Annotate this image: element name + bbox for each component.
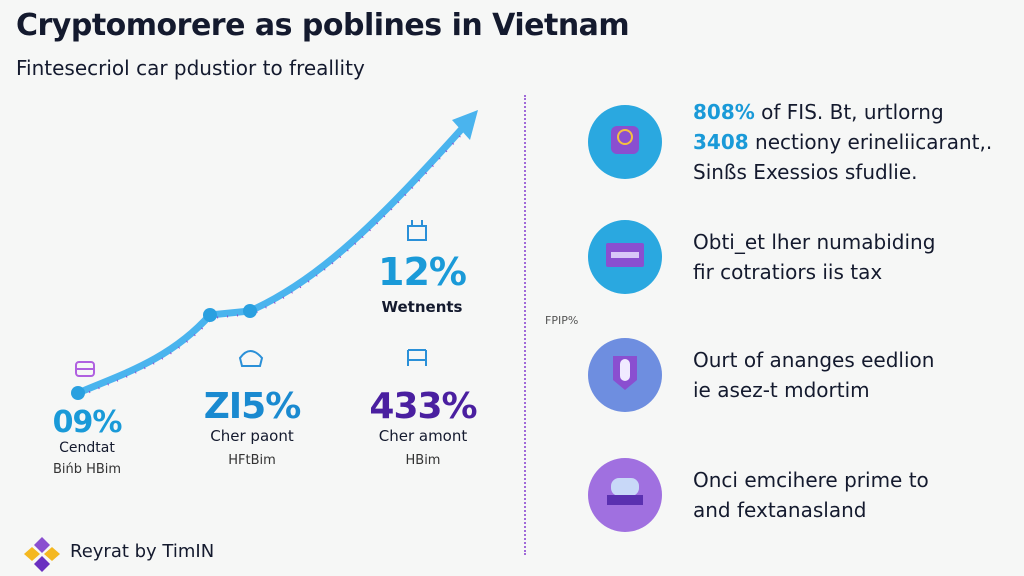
item-line: Ourt of ananges eedlion — [693, 345, 934, 375]
bed-icon — [407, 349, 427, 366]
item-line: 3408 nectiony erineliicarant,. — [693, 127, 992, 157]
item-line: Obti_et lher numabiding — [693, 227, 935, 257]
item-line: ie asez-t mdortim — [693, 375, 934, 405]
stat-2: 433% Cher amont HBim — [369, 386, 477, 468]
item-highlight: 3408 — [693, 130, 749, 154]
curve-point — [243, 304, 257, 318]
item-icon-circle — [588, 458, 662, 532]
arrow-head-icon — [452, 110, 478, 140]
item-line-text: ie asez-t mdortim — [693, 378, 870, 402]
stat-value: ZI5% — [203, 386, 302, 427]
stat-label: Wetnents — [381, 298, 463, 316]
item-line-text: Sinßs Exessios sfudlie. — [693, 160, 918, 184]
item-line: fir cotratiors iis tax — [693, 257, 935, 287]
item-line: Sinßs Exessios sfudlie. — [693, 157, 992, 187]
item-line-text: of FIS. Bt, urtlorng — [754, 100, 944, 124]
shield-icon — [610, 353, 640, 397]
card-icon — [605, 242, 645, 272]
brain-icon — [608, 123, 642, 161]
curve-point — [71, 386, 85, 400]
wallet-icon — [75, 361, 95, 377]
stat-label: Cher paont — [210, 427, 294, 445]
stat-label: Cher amont — [378, 427, 468, 445]
item-icon-circle — [588, 220, 662, 294]
item-line-text: nectiony erineliicarant,. — [748, 130, 993, 154]
item-line-text: Onci emcihere prime to — [693, 468, 929, 492]
item-icon-circle — [588, 338, 662, 412]
growth-curve — [71, 110, 478, 400]
divider — [524, 95, 526, 555]
car-icon — [238, 350, 264, 367]
logo-icon — [24, 537, 60, 572]
item-line-text: and fextanasland — [693, 498, 867, 522]
item-text: 808% of FIS. Bt, urtlorng 3408 nectiony e… — [693, 97, 992, 187]
stat-0: 09% Cendtat Bińb HBim — [52, 405, 123, 477]
item-icon-circle — [588, 105, 662, 179]
item-highlight: 808% — [693, 100, 755, 124]
curve-point — [203, 308, 217, 322]
item-text: Obti_et lher numabiding fir cotratiors ii… — [693, 227, 935, 287]
stat-value: 09% — [52, 405, 123, 440]
item-line-text: Ourt of ananges eedlion — [693, 348, 935, 372]
item-line-text: fir cotratiors iis tax — [693, 260, 883, 284]
page-title: Cryptomorere as poblines in Vietnam — [16, 8, 630, 43]
item-line: 808% of FIS. Bt, urtlorng — [693, 97, 992, 127]
item-line: and fextanasland — [693, 495, 929, 525]
stat-label: Cendtat — [59, 440, 115, 456]
item-line-text: Obti_et lher numabiding — [693, 230, 936, 254]
stat-sub: Bińb HBim — [52, 462, 122, 477]
item-text: Onci emcihere prime to and fextanasland — [693, 465, 929, 525]
growth-line — [74, 118, 472, 397]
stat-3: 12% Wetnents — [378, 250, 467, 316]
page-subtitle: Fintesecriol car pdustior to freallity — [16, 56, 365, 80]
stat-sub: HFtBim — [228, 453, 276, 468]
stat-sub: HBim — [405, 453, 441, 468]
device-icon — [605, 477, 645, 513]
footer-credit: Reyrat by TimIN — [70, 541, 215, 562]
stat-1: ZI5% Cher paont HFtBim — [203, 386, 302, 468]
stat-value: 12% — [378, 250, 467, 294]
item-line: Onci emcihere prime to — [693, 465, 929, 495]
side-note: FPIP% — [545, 314, 579, 327]
stat-value: 433% — [369, 386, 477, 427]
item-text: Ourt of ananges eedlion ie asez-t mdortim — [693, 345, 934, 405]
bag-icon — [407, 220, 427, 241]
